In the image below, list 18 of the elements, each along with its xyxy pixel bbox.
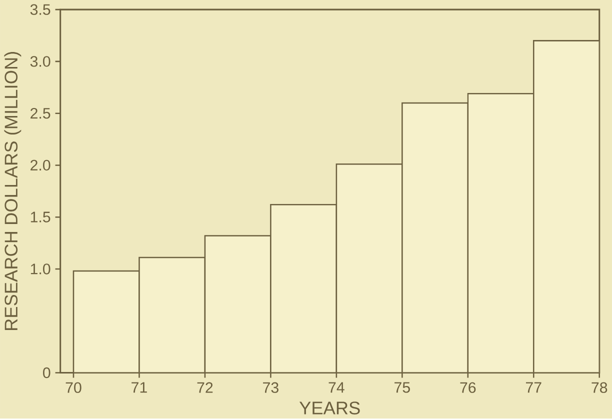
y-tick-label: 3.0: [30, 56, 50, 67]
y-tick-label: 1.0: [30, 264, 50, 274]
x-tick-label: 78: [592, 382, 608, 394]
y-tick-label: 2.0: [30, 160, 50, 171]
x-tick-label: 70: [66, 382, 82, 394]
x-tick-label: 76: [460, 382, 476, 394]
x-axis-title: YEARS: [299, 402, 360, 415]
y-axis-title: RESEARCH DOLLARS (MILLION): [4, 52, 22, 330]
y-tick-label: 0: [43, 368, 50, 378]
x-tick-label: 71: [132, 382, 147, 393]
x-tick-label: 73: [263, 382, 278, 394]
x-tick-label: 72: [197, 382, 213, 393]
x-tick-label: 74: [328, 382, 344, 393]
x-tick-label: 75: [394, 382, 410, 393]
y-tick-label: 2.5: [30, 108, 50, 119]
y-tick-label: 3.5: [30, 4, 50, 16]
x-tick-label: 77: [526, 382, 542, 393]
y-tick-label: 1.5: [30, 212, 50, 223]
